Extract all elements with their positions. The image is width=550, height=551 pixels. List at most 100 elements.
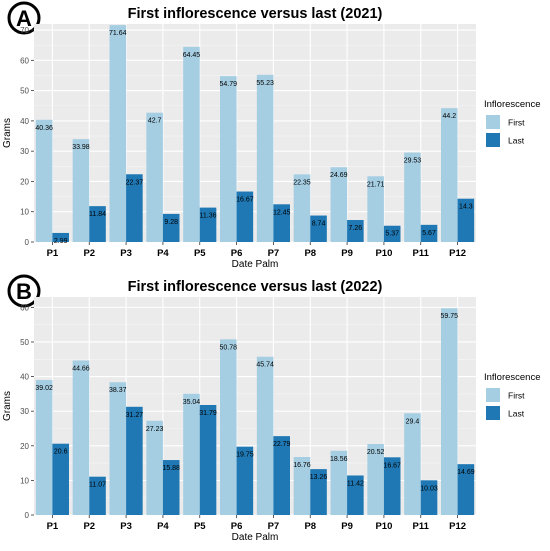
x-tick-label: P12 — [449, 248, 466, 259]
data-label-last-p8: 13.26 — [310, 474, 328, 481]
bar-last-p6 — [236, 191, 254, 242]
data-label-first-p9: 24.69 — [330, 172, 348, 179]
legend-swatch-first — [486, 388, 500, 402]
legend-swatch-last — [486, 133, 500, 147]
bar-first-p4 — [146, 420, 163, 515]
data-label-first-p6: 54.79 — [220, 81, 238, 88]
data-label-last-p8: 8.74 — [312, 221, 326, 228]
data-label-last-p2: 11.84 — [89, 211, 106, 218]
legend-label-last: Last — [508, 409, 525, 419]
legend-label-first: First — [508, 118, 525, 128]
data-label-last-p5: 11.36 — [200, 213, 217, 220]
data-label-last-p9: 7.26 — [349, 225, 363, 232]
bar-chart-2022: B First inflorescence versus last (2022) 0… — [2, 274, 541, 543]
x-tick-label: P10 — [375, 521, 392, 532]
x-tick-label: P11 — [413, 248, 430, 259]
data-label-first-p1: 40.36 — [35, 125, 53, 132]
data-label-last-p4: 9.28 — [164, 219, 178, 226]
data-label-first-p10: 21.71 — [367, 181, 385, 188]
bar-first-p11 — [404, 413, 421, 515]
x-tick-label: P5 — [194, 248, 206, 259]
bar-last-p10 — [383, 457, 401, 515]
bar-chart-2021: A First inflorescence versus last (2021) 0… — [2, 1, 541, 270]
bar-last-p9 — [347, 475, 364, 515]
bar-first-p3 — [109, 382, 127, 515]
bar-last-p7 — [273, 436, 290, 515]
bar-first-p12 — [441, 308, 458, 515]
data-label-last-p6: 19.75 — [236, 452, 254, 459]
bar-first-p7 — [256, 356, 274, 515]
data-label-first-p12: 59.75 — [441, 313, 459, 320]
x-tick-label: P11 — [413, 521, 430, 532]
bar-first-p5 — [183, 46, 200, 242]
chart-title: First inflorescence versus last (2022) — [128, 279, 383, 295]
bar-last-p2 — [89, 206, 106, 242]
panel-badge-circle — [7, 1, 41, 35]
data-label-first-p11: 29.4 — [406, 418, 420, 425]
data-label-first-p1: 39.02 — [35, 385, 53, 392]
bar-first-p4 — [146, 112, 163, 242]
data-label-last-p9: 11.42 — [347, 480, 364, 487]
data-label-first-p2: 33.98 — [72, 144, 90, 151]
y-tick-label: 40 — [20, 373, 29, 382]
bar-last-p7 — [273, 204, 290, 242]
panel-badge-circle — [7, 274, 41, 308]
bar-first-p9 — [330, 167, 348, 242]
bar-first-p3 — [109, 25, 127, 243]
bar-last-p2 — [89, 476, 106, 515]
data-label-first-p2: 44.66 — [72, 365, 90, 372]
legend-label-last: Last — [508, 136, 525, 146]
bar-last-p12 — [457, 198, 475, 242]
legend-swatch-first — [486, 115, 500, 129]
x-tick-label: P3 — [120, 248, 132, 259]
data-label-first-p8: 22.35 — [293, 179, 311, 186]
x-tick-label: P2 — [83, 521, 95, 532]
bar-last-p10 — [383, 225, 401, 242]
x-axis-label: Date Palm — [232, 259, 279, 270]
x-tick-label: P6 — [231, 248, 243, 259]
data-label-first-p5: 35.04 — [183, 399, 201, 406]
data-label-last-p12: 14.69 — [457, 469, 475, 476]
data-label-last-p2: 11.07 — [89, 482, 106, 489]
x-tick-label: P5 — [194, 521, 206, 532]
panel-letter: B — [16, 279, 32, 304]
data-label-first-p5: 64.45 — [183, 52, 201, 59]
bar-first-p10 — [367, 443, 384, 515]
bar-first-p11 — [404, 152, 421, 242]
bar-first-p7 — [256, 74, 274, 242]
bar-last-p4 — [162, 460, 180, 515]
bar-first-p10 — [367, 176, 384, 242]
y-tick-label: 10 — [20, 476, 29, 485]
x-axis-label: Date Palm — [232, 532, 279, 543]
x-tick-label: P9 — [341, 248, 353, 259]
y-tick-label: 50 — [20, 338, 29, 347]
chart-title: First inflorescence versus last (2021) — [128, 6, 383, 22]
y-tick-label: 10 — [20, 208, 29, 217]
bar-last-p1 — [52, 443, 69, 515]
plot-background — [34, 297, 476, 515]
bar-first-p2 — [72, 139, 90, 242]
data-label-last-p6: 16.67 — [236, 197, 254, 204]
bar-last-p8 — [310, 469, 327, 515]
data-label-last-p7: 22.79 — [273, 441, 291, 448]
y-tick-label: 30 — [20, 147, 29, 156]
bar-last-p6 — [236, 446, 254, 515]
data-label-last-p1: 20.6 — [54, 449, 68, 456]
x-tick-label: P4 — [157, 248, 169, 259]
bar-last-p1 — [52, 232, 69, 242]
x-tick-label: P8 — [304, 248, 316, 259]
y-tick-label: 60 — [20, 303, 29, 312]
data-label-first-p12: 44.2 — [442, 113, 456, 120]
data-label-first-p7: 45.74 — [256, 362, 274, 369]
bar-first-p12 — [441, 108, 458, 242]
x-tick-label: P7 — [268, 248, 280, 259]
y-tick-label: 40 — [20, 117, 29, 126]
x-tick-label: P1 — [47, 248, 59, 259]
y-tick-label: 70 — [20, 26, 29, 35]
bar-first-p1 — [35, 379, 53, 515]
y-tick-label: 20 — [20, 442, 29, 451]
data-label-last-p3: 31.27 — [126, 412, 144, 419]
data-label-last-p12: 14.3 — [459, 204, 473, 211]
data-label-first-p7: 55.23 — [256, 80, 274, 87]
bar-last-p11 — [420, 224, 438, 242]
